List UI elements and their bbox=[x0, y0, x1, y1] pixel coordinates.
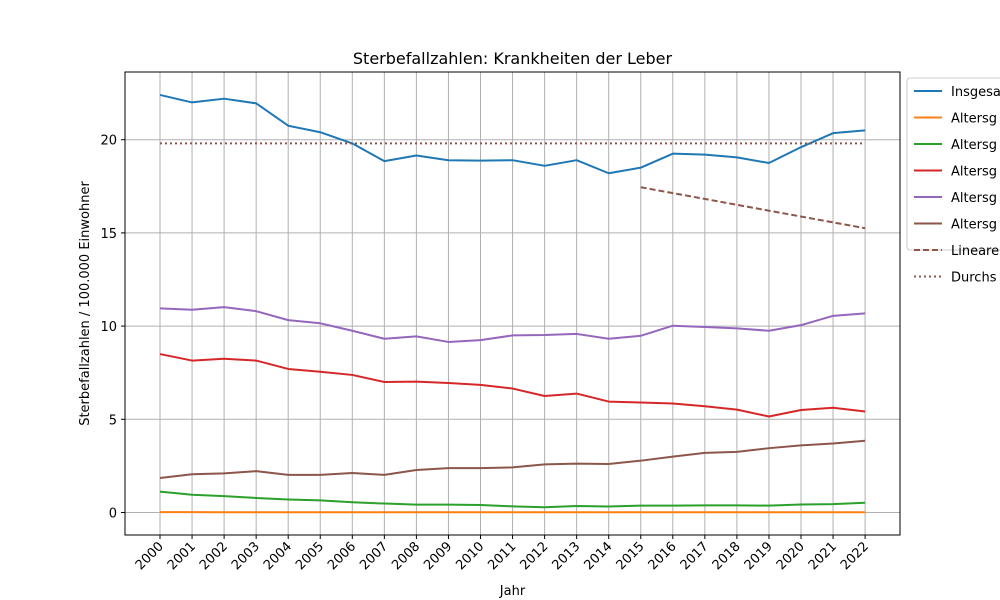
series-line-1 bbox=[159, 93, 866, 175]
chart-title: Sterbefallzahlen: Krankheiten der Leber bbox=[353, 49, 673, 68]
series-layer bbox=[159, 93, 866, 514]
series-line-3 bbox=[159, 490, 866, 509]
series-line-4 bbox=[159, 353, 866, 418]
y-tick-label: 5 bbox=[109, 413, 117, 428]
vertical-gridlines bbox=[159, 72, 866, 535]
legend-label: Durchs bbox=[951, 271, 997, 286]
series-line-7 bbox=[640, 186, 866, 230]
legend: Insgesa Altersg Altersg Altersg Altersg Alter… bbox=[906, 77, 1000, 286]
legend-label: Altersg bbox=[951, 191, 997, 206]
legend-label: Altersg bbox=[951, 112, 997, 127]
series-line-5 bbox=[159, 306, 866, 343]
legend-label: Altersg bbox=[951, 218, 997, 233]
y-axis-title: Sterbefallzahlen / 100.000 Einwohner bbox=[78, 181, 93, 426]
series-line-6 bbox=[159, 439, 866, 480]
y-tick-label: 15 bbox=[100, 227, 117, 242]
legend-box bbox=[906, 77, 1000, 251]
legend-label: Altersg bbox=[951, 138, 997, 153]
y-tick-label: 0 bbox=[109, 507, 117, 522]
x-axis-title: Jahr bbox=[499, 584, 526, 599]
legend-label: Altersg bbox=[951, 165, 997, 180]
legend-label: Insgesa bbox=[951, 85, 1000, 100]
legend-label: Lineare bbox=[951, 244, 999, 259]
y-tick-label: 20 bbox=[100, 134, 117, 149]
y-axis: 0 5 10 15 20 bbox=[100, 134, 125, 522]
y-tick-label: 10 bbox=[100, 320, 117, 335]
